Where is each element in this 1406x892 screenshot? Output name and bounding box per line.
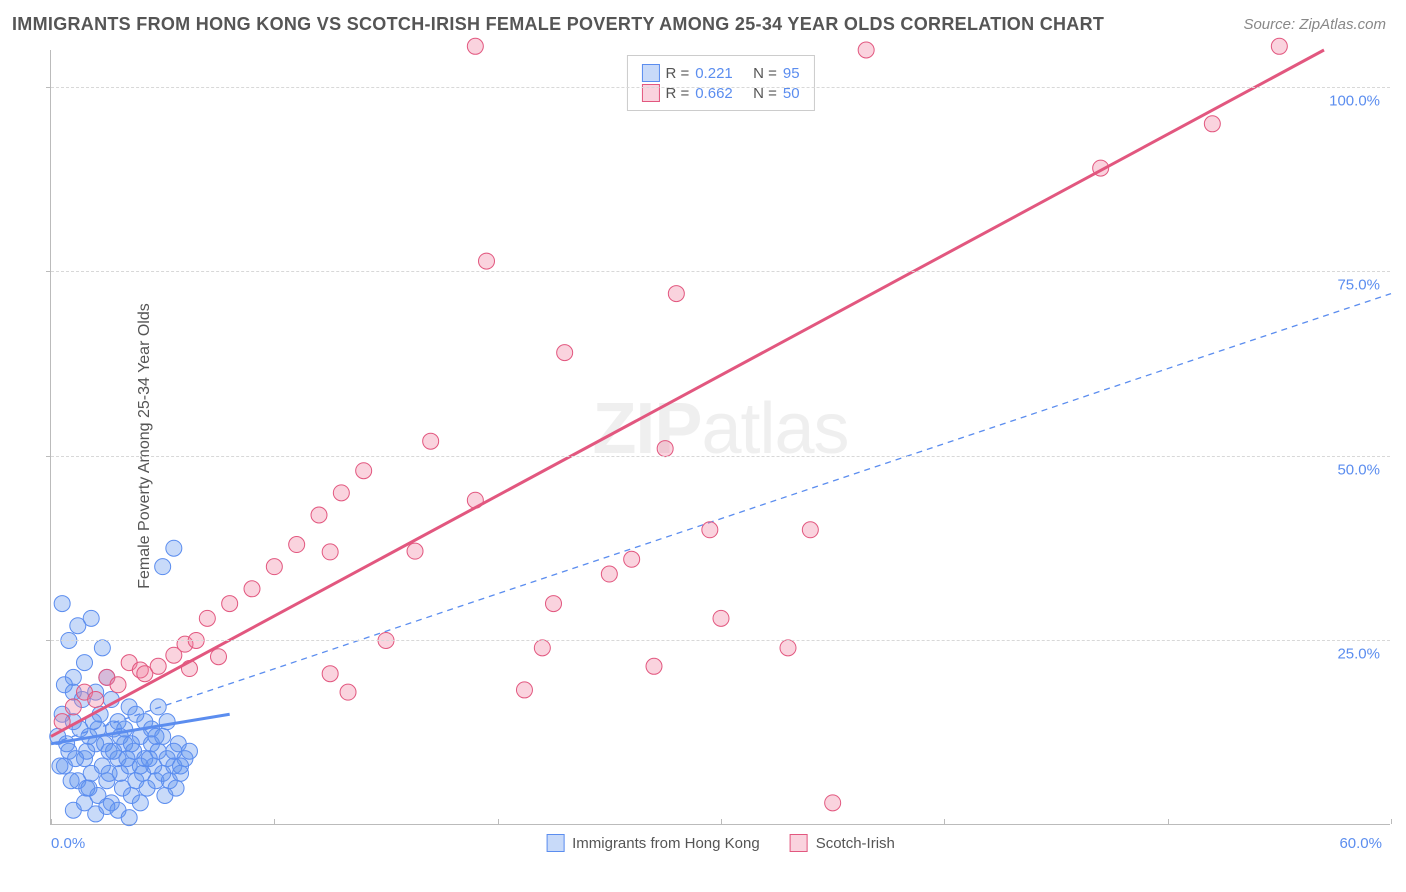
data-point bbox=[63, 773, 79, 789]
chart-title: IMMIGRANTS FROM HONG KONG VS SCOTCH-IRIS… bbox=[12, 14, 1104, 35]
data-point bbox=[168, 780, 184, 796]
data-point bbox=[1204, 116, 1220, 132]
data-point bbox=[121, 810, 137, 826]
data-point bbox=[467, 38, 483, 54]
data-point bbox=[106, 743, 122, 759]
n-label: N = bbox=[753, 65, 777, 82]
legend-item-blue: Immigrants from Hong Kong bbox=[546, 834, 760, 852]
data-point bbox=[141, 751, 157, 767]
data-point bbox=[94, 640, 110, 656]
r-value-blue: 0.221 bbox=[695, 65, 733, 82]
data-point bbox=[244, 581, 260, 597]
data-point bbox=[646, 658, 662, 674]
plot-svg bbox=[51, 50, 1390, 824]
data-point bbox=[150, 699, 166, 715]
trend-line-dashed bbox=[51, 294, 1391, 744]
data-point bbox=[155, 728, 171, 744]
data-point bbox=[407, 543, 423, 559]
swatch-blue-icon bbox=[641, 64, 659, 82]
legend-item-pink: Scotch-Irish bbox=[790, 834, 895, 852]
data-point bbox=[211, 649, 227, 665]
data-point bbox=[81, 780, 97, 796]
swatch-pink-icon bbox=[790, 834, 808, 852]
data-point bbox=[199, 610, 215, 626]
data-point bbox=[110, 677, 126, 693]
y-tick-label: 25.0% bbox=[1337, 646, 1380, 663]
r-label: R = bbox=[665, 65, 689, 82]
source-label: Source: ZipAtlas.com bbox=[1243, 16, 1386, 33]
data-point bbox=[516, 682, 532, 698]
data-point bbox=[150, 658, 166, 674]
data-point bbox=[825, 795, 841, 811]
data-point bbox=[601, 566, 617, 582]
y-tick-label: 50.0% bbox=[1337, 461, 1380, 478]
data-point bbox=[322, 544, 338, 560]
data-point bbox=[54, 596, 70, 612]
data-point bbox=[557, 345, 573, 361]
data-point bbox=[173, 758, 189, 774]
data-point bbox=[1271, 38, 1287, 54]
data-point bbox=[340, 684, 356, 700]
legend-row-blue: R = 0.221 N = 95 bbox=[641, 64, 799, 82]
data-point bbox=[479, 253, 495, 269]
legend-label-blue: Immigrants from Hong Kong bbox=[572, 835, 760, 852]
data-point bbox=[289, 537, 305, 553]
trend-line bbox=[51, 50, 1324, 736]
data-point bbox=[77, 655, 93, 671]
data-point bbox=[65, 699, 81, 715]
correlation-legend: R = 0.221 N = 95 R = 0.662 N = 50 bbox=[626, 55, 814, 111]
data-point bbox=[713, 610, 729, 626]
data-point bbox=[88, 692, 104, 708]
data-point bbox=[423, 433, 439, 449]
data-point bbox=[356, 463, 372, 479]
data-point bbox=[858, 42, 874, 58]
data-point bbox=[56, 677, 72, 693]
data-point bbox=[181, 743, 197, 759]
data-point bbox=[166, 540, 182, 556]
data-point bbox=[128, 706, 144, 722]
data-point bbox=[546, 596, 562, 612]
data-point bbox=[222, 596, 238, 612]
data-point bbox=[702, 522, 718, 538]
swatch-blue-icon bbox=[546, 834, 564, 852]
data-point bbox=[780, 640, 796, 656]
data-point bbox=[534, 640, 550, 656]
data-point bbox=[322, 666, 338, 682]
data-point bbox=[155, 559, 171, 575]
data-point bbox=[668, 286, 684, 302]
x-axis-min-label: 0.0% bbox=[51, 835, 85, 852]
legend-label-pink: Scotch-Irish bbox=[816, 835, 895, 852]
data-point bbox=[159, 714, 175, 730]
data-point bbox=[333, 485, 349, 501]
data-point bbox=[802, 522, 818, 538]
y-tick-label: 75.0% bbox=[1337, 277, 1380, 294]
plot-area: ZIPatlas R = 0.221 N = 95 R = 0.662 N = … bbox=[50, 50, 1390, 825]
series-legend: Immigrants from Hong Kong Scotch-Irish bbox=[546, 834, 895, 852]
data-point bbox=[68, 751, 84, 767]
data-point bbox=[101, 765, 117, 781]
data-point bbox=[166, 743, 182, 759]
data-point bbox=[266, 559, 282, 575]
x-axis-max-label: 60.0% bbox=[1339, 835, 1382, 852]
data-point bbox=[52, 758, 68, 774]
data-point bbox=[132, 795, 148, 811]
n-value-blue: 95 bbox=[783, 65, 800, 82]
y-tick-label: 100.0% bbox=[1329, 92, 1380, 109]
data-point bbox=[657, 441, 673, 457]
data-point bbox=[83, 610, 99, 626]
data-point bbox=[624, 551, 640, 567]
data-point bbox=[311, 507, 327, 523]
data-point bbox=[123, 736, 139, 752]
